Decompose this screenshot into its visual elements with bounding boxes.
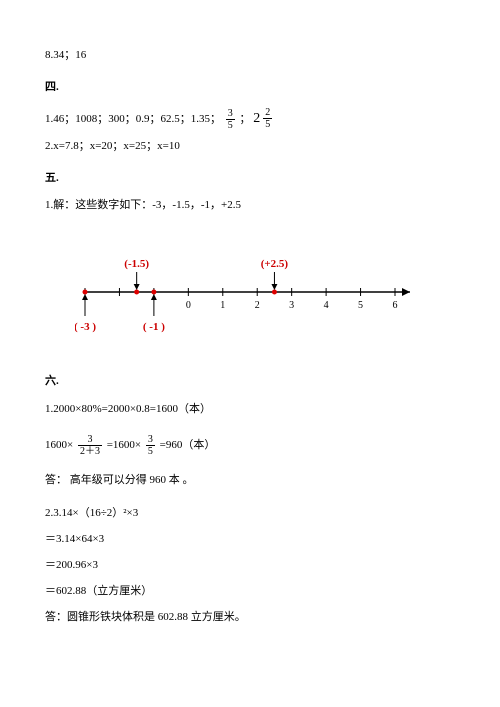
frac3-den: 5: [146, 446, 155, 457]
sec4-line2: 2.x=7.8；x=20；x=25；x=10: [45, 137, 455, 157]
frac1-num: 3: [226, 108, 235, 120]
svg-text:3: 3: [289, 300, 294, 311]
svg-text:6: 6: [393, 300, 398, 311]
frac2-num: 3: [78, 434, 102, 446]
svg-text:0: 0: [186, 300, 191, 311]
svg-text:4: 4: [324, 300, 329, 311]
fraction-3-5b: 3 5: [146, 434, 155, 457]
sec4-line1-mid: ；: [240, 113, 251, 125]
sec6-line4: ＝3.14×64×3: [45, 530, 455, 550]
mixed-den: 5: [263, 119, 272, 130]
sec6-ans1: 答： 高年级可以分得 960 本 。: [45, 471, 455, 491]
frac3-num: 3: [146, 434, 155, 446]
svg-text:(-1.5): (-1.5): [124, 258, 149, 270]
frac1-den: 5: [226, 120, 235, 131]
sec6-line1: 1.2000×80%=2000×0.8=1600（本）: [45, 400, 455, 420]
sec4-line1: 1.46；1008；300；0.9；62.5；1.35； 3 5 ； 2 2 5: [45, 106, 455, 131]
section-5-header: 五.: [45, 169, 455, 189]
fraction-3-over-2plus3: 3 2＋3: [78, 434, 102, 457]
sec6-line3: 2.3.14×（16÷2）²×3: [45, 504, 455, 524]
section-6-header: 六.: [45, 372, 455, 392]
svg-text:( -1 ): ( -1 ): [143, 321, 165, 333]
number-line-diagram: 0 1 2 3 4 5 6 ( -3 ) (-1.5) ( -1 ) (+2.5): [75, 237, 415, 337]
sec6-line6: ＝602.88（立方厘米）: [45, 582, 455, 602]
sec6-line5: ＝200.96×3: [45, 556, 455, 576]
sec6-line2-b: =1600×: [107, 439, 141, 451]
svg-text:( -3 ): ( -3 ): [75, 321, 96, 333]
sec6-ans2: 答：圆锥形铁块体积是 602.88 立方厘米。: [45, 608, 455, 628]
sec6-line2: 1600× 3 2＋3 =1600× 3 5 =960（本）: [45, 434, 455, 457]
svg-text:1: 1: [220, 300, 225, 311]
sec4-line1-a: 1.46；1008；300；0.9；62.5；1.35；: [45, 113, 221, 125]
sec5-line1: 1.解：这些数字如下：-3，-1.5，-1，+2.5: [45, 196, 455, 216]
mixed-num: 2: [263, 107, 272, 119]
frac2-den: 2＋3: [78, 446, 102, 457]
svg-text:(+2.5): (+2.5): [261, 258, 289, 270]
svg-text:2: 2: [255, 300, 260, 311]
mixed-whole: 2: [253, 106, 260, 131]
fraction-3-5: 3 5: [226, 108, 235, 131]
mixed-2-2-5: 2 2 5: [253, 106, 274, 131]
sec6-line2-a: 1600×: [45, 439, 73, 451]
svg-text:5: 5: [358, 300, 363, 311]
section-4-header: 四.: [45, 78, 455, 98]
mixed-frac: 2 5: [263, 107, 272, 130]
top-line: 8.34；16: [45, 46, 455, 66]
sec6-line2-c: =960（本）: [160, 439, 216, 451]
